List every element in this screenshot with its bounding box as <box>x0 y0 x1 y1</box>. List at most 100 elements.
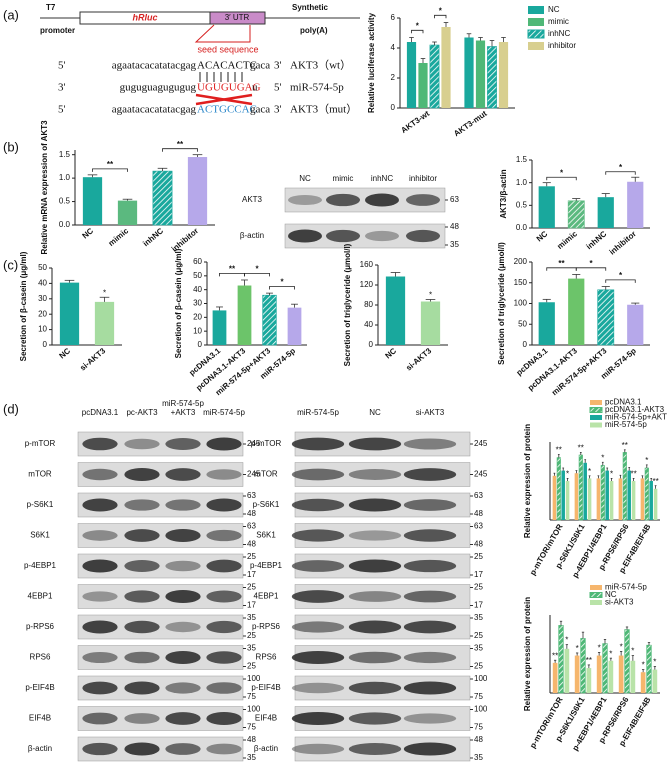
legend-swatch <box>590 585 602 590</box>
x-tick-label: NC <box>57 346 72 360</box>
y-tick-label: 0.0 <box>516 223 528 232</box>
bar <box>464 37 474 108</box>
row-label: EIF4B <box>255 714 277 723</box>
legend-label: miR-574-5p <box>605 583 647 592</box>
significance: * <box>280 278 284 287</box>
blot-band <box>165 438 201 450</box>
significance-bracket <box>575 267 607 271</box>
y-axis-label: Relative luciferase activity <box>367 12 376 113</box>
size-marker: 100 <box>247 674 261 683</box>
bar <box>630 660 636 693</box>
legend-swatch <box>528 6 544 14</box>
blot-band <box>165 499 201 511</box>
blot-band <box>348 712 402 725</box>
legend-label: NC <box>548 5 560 14</box>
blot-band <box>124 529 160 542</box>
blot-band <box>82 468 118 481</box>
legend-swatch <box>528 42 544 50</box>
size-marker: 48 <box>474 735 483 744</box>
size-marker: 35 <box>474 753 483 762</box>
y-tick-label: 6 <box>391 13 396 22</box>
legend-label: mimic <box>548 17 569 26</box>
significance: * <box>645 456 648 465</box>
panel-label: (a) <box>3 7 19 22</box>
blot-band <box>124 560 160 572</box>
label: T7 <box>46 3 56 12</box>
blot-band <box>206 469 242 480</box>
x-tick-label: mimic <box>107 226 131 248</box>
significance: * <box>601 453 604 462</box>
significance-bracket <box>546 176 577 181</box>
significance: ** <box>229 264 236 273</box>
y-tick-label: 120 <box>360 280 374 289</box>
lane-label: NC <box>369 408 381 417</box>
blot-band <box>206 590 242 603</box>
blot-band <box>291 560 345 572</box>
blot-band <box>82 681 118 695</box>
bar <box>152 170 173 226</box>
blot-band <box>165 529 201 542</box>
blot-band <box>82 742 118 756</box>
bar <box>82 177 103 225</box>
bar <box>596 478 601 520</box>
y-axis-label: Relative expression of protein <box>523 424 532 538</box>
bar <box>644 467 649 521</box>
y-tick-label: 150 <box>514 278 528 287</box>
bar <box>567 200 585 229</box>
size-marker: 35 <box>247 613 256 622</box>
size-marker: 245 <box>247 470 261 479</box>
size-marker: 63 <box>247 491 256 500</box>
blot-band <box>165 682 201 694</box>
blot-band <box>403 651 457 664</box>
size-marker: 25 <box>247 631 256 640</box>
size-marker: 17 <box>247 570 256 579</box>
y-tick-label: 1.0 <box>516 178 528 187</box>
x-tick-label: NC <box>383 346 398 360</box>
blot-band <box>165 712 201 725</box>
seq-name: AKT3（wt） <box>290 59 351 72</box>
seq: gaca <box>250 104 270 116</box>
blot-band <box>206 651 242 664</box>
bar <box>605 470 609 520</box>
bar <box>441 27 451 108</box>
blot-band <box>124 713 160 724</box>
y-axis-label: Relative mRNA expression of AKT3 <box>40 120 49 255</box>
significance: ** <box>578 444 584 453</box>
significance-bracket <box>269 286 295 290</box>
blot-band <box>206 529 242 542</box>
y-tick-label: 40 <box>364 320 373 329</box>
seq-name: AKT3（mut） <box>290 103 357 116</box>
size-marker: 35 <box>450 240 459 249</box>
lane-label: inhibitor <box>409 174 437 183</box>
significance: * <box>565 636 568 645</box>
y-tick-label: 40 <box>38 279 47 288</box>
y-tick-label: 0 <box>391 103 396 112</box>
y-tick-label: 80 <box>364 300 373 309</box>
pairing <box>199 72 243 82</box>
y-tick-label: 30 <box>193 299 202 308</box>
x-tick-label: NC <box>80 226 95 240</box>
y-tick-label: 1.0 <box>59 173 71 182</box>
x-tick-label: inhNC <box>141 226 165 248</box>
blot-band <box>124 742 160 756</box>
blot-band <box>82 651 118 664</box>
size-marker: 75 <box>474 723 483 732</box>
bar <box>580 638 586 694</box>
y-tick-label: 10 <box>193 326 202 335</box>
blot-band <box>291 711 345 726</box>
bar <box>627 181 644 228</box>
size-marker: 48 <box>474 509 483 518</box>
bar <box>552 475 557 520</box>
size-marker: 25 <box>247 662 256 671</box>
seq-end: 3' <box>58 82 66 94</box>
blot-band <box>288 194 322 206</box>
significance: * <box>619 163 623 172</box>
seq-end: 5' <box>274 82 282 94</box>
row-label: S6K1 <box>256 531 276 540</box>
lane-label: pc-AKT3 <box>126 408 158 417</box>
row-label: mTOR <box>28 470 52 479</box>
blot-band <box>403 590 457 603</box>
utr-box <box>209 11 266 25</box>
bar <box>627 470 631 520</box>
